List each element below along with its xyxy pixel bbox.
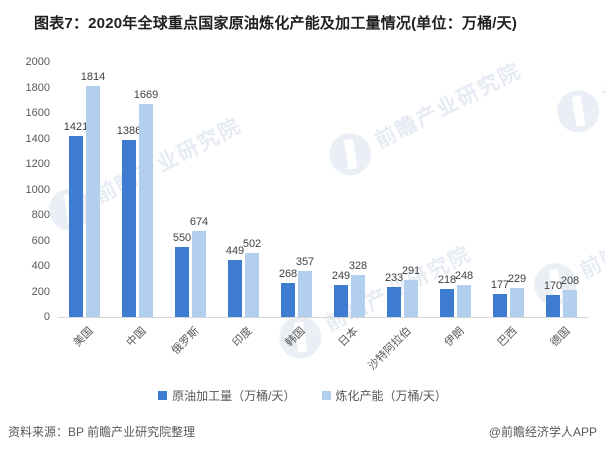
bar-value-label: 550 — [172, 231, 192, 244]
legend-swatch-icon — [158, 391, 168, 400]
bar: 328 — [349, 260, 367, 317]
bar-group-日本: 249 328 — [323, 62, 376, 317]
x-axis-line — [58, 317, 588, 318]
bar-value-label: 170 — [543, 280, 563, 293]
legend-label: 炼化产能（万桶/天） — [335, 389, 447, 403]
bar-group-俄罗斯: 550 674 — [164, 62, 217, 317]
bar-group-美国: 1421 1814 — [58, 62, 111, 317]
bar-value-label: 268 — [278, 267, 298, 280]
bar: 268 — [279, 268, 297, 317]
y-tick-label: 1000 — [25, 183, 50, 196]
legend-item: 原油加工量（万桶/天） — [158, 387, 296, 404]
chart-legend: 原油加工量（万桶/天） 炼化产能（万桶/天） — [0, 387, 605, 404]
bar: 218 — [438, 274, 456, 317]
bar: 1386 — [117, 125, 141, 317]
chart-title: 图表7：2020年全球重点国家原油炼化产能及加工量情况(单位：万桶/天) — [34, 15, 518, 32]
y-tick-label: 800 — [31, 209, 50, 221]
bar-value-label: 233 — [384, 272, 404, 285]
y-tick-label: 600 — [31, 234, 50, 247]
bar-value-label: 1386 — [116, 125, 142, 138]
bar-value-label: 1814 — [80, 70, 106, 83]
bar-group-伊朗: 218 248 — [429, 62, 482, 317]
plot-area: 1421 1814 1386 1669 550 674 449 502 268 357 249 328… — [58, 62, 588, 317]
bar-group-中国: 1386 1669 — [111, 62, 164, 317]
bar-value-label: 449 — [225, 244, 245, 257]
y-tick-label: 200 — [31, 285, 50, 298]
bar-group-巴西: 177 229 — [482, 62, 535, 317]
y-tick-label: 1600 — [25, 107, 50, 119]
y-tick-label: 2000 — [25, 56, 50, 68]
legend-item: 炼化产能（万桶/天） — [321, 387, 447, 404]
bar-group-沙特阿拉伯: 233 291 — [376, 62, 429, 317]
bar-group-德国: 170 208 — [535, 62, 588, 317]
legend-label: 原油加工量（万桶/天） — [172, 389, 296, 403]
bar: 248 — [455, 270, 473, 317]
bar-value-label: 1669 — [133, 89, 159, 102]
y-tick-label: 0 — [43, 311, 50, 323]
bar-value-label: 357 — [295, 256, 315, 269]
bar: 502 — [243, 238, 261, 317]
source-note: 资料来源：BP 前瞻产业研究院整理 — [8, 425, 196, 439]
bar: 550 — [173, 232, 191, 317]
bar: 229 — [508, 273, 526, 317]
bar-value-label: 208 — [560, 275, 580, 288]
bar-value-label: 248 — [454, 270, 474, 283]
bar: 1814 — [81, 71, 105, 317]
bar: 291 — [402, 265, 420, 317]
bar: 1669 — [134, 89, 158, 317]
bar-value-label: 249 — [331, 270, 351, 283]
credit-note: @前瞻经济学人APP — [488, 425, 597, 439]
bar: 1421 — [64, 121, 88, 317]
footer: 资料来源：BP 前瞻产业研究院整理 @前瞻经济学人APP — [8, 423, 597, 440]
bar: 357 — [296, 256, 314, 317]
y-tick-label: 1800 — [25, 81, 50, 94]
y-tick-label: 400 — [31, 260, 50, 272]
bar: 177 — [491, 279, 509, 317]
bar-group-印度: 449 502 — [217, 62, 270, 317]
bar-group-韩国: 268 357 — [270, 62, 323, 317]
bar-value-label: 291 — [401, 264, 421, 277]
legend-swatch-icon — [321, 391, 331, 400]
bar-value-label: 177 — [490, 279, 510, 292]
bar: 170 — [544, 280, 562, 317]
bar-value-label: 1421 — [63, 120, 89, 133]
bar-value-label: 674 — [189, 216, 209, 229]
bar-value-label: 229 — [507, 272, 527, 285]
bar-value-label: 502 — [242, 238, 262, 250]
bar-value-label: 328 — [348, 260, 368, 273]
y-tick-label: 1400 — [25, 132, 50, 145]
bar: 249 — [332, 270, 350, 317]
y-tick-label: 1200 — [25, 158, 50, 170]
bar: 449 — [226, 245, 244, 317]
bar: 208 — [561, 275, 579, 317]
bar: 674 — [190, 216, 208, 317]
bar-value-label: 218 — [437, 274, 457, 287]
bar: 233 — [385, 272, 403, 317]
